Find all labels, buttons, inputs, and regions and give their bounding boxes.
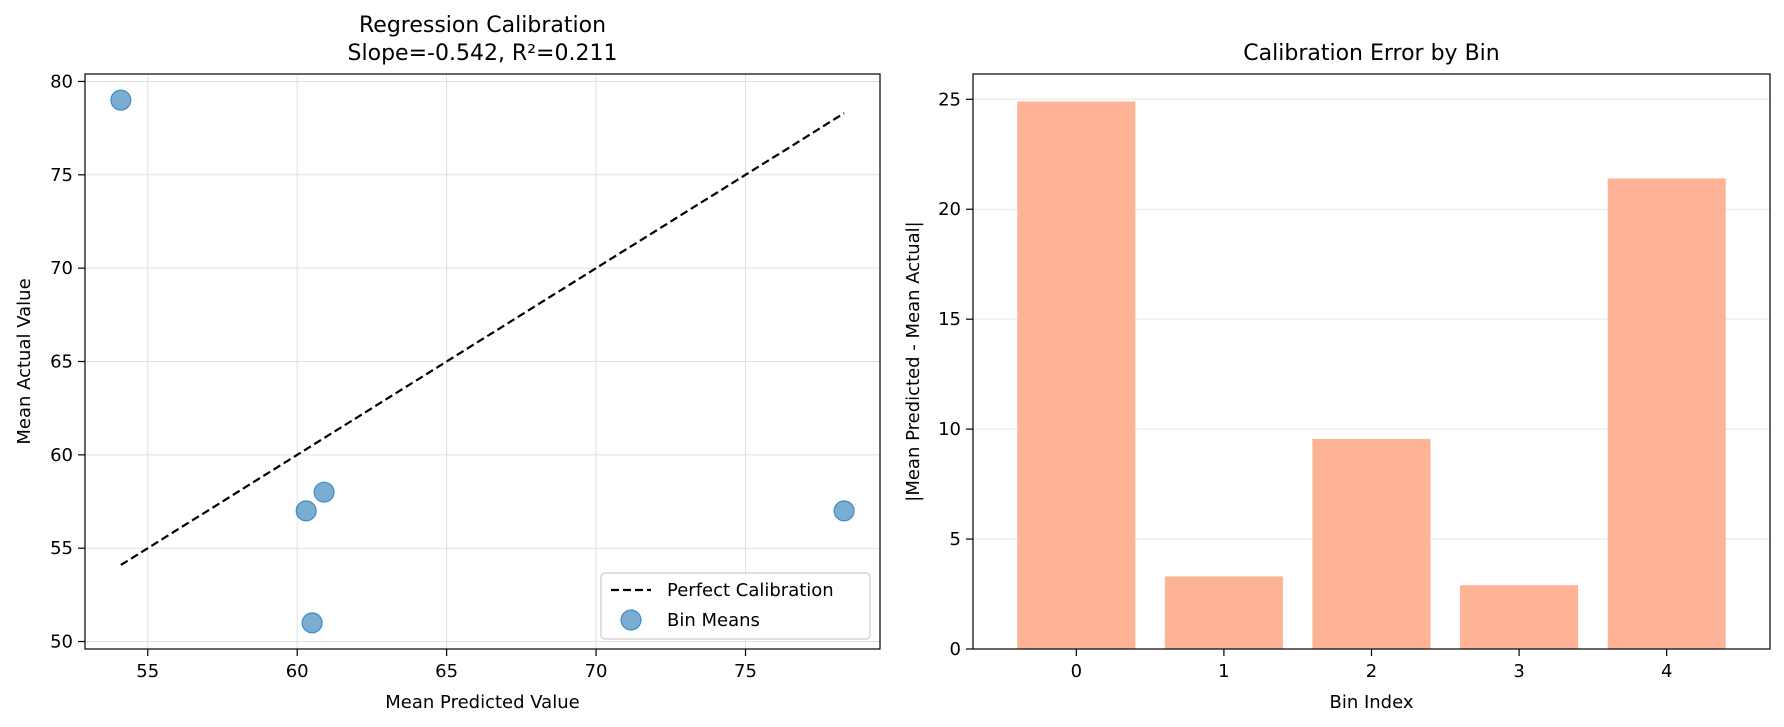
x-tick-label: 65 [435, 661, 458, 682]
x-ticks: 0 1 2 3 4 [1071, 649, 1672, 682]
x-axis-label: Bin Index [1329, 692, 1413, 713]
x-tick-label: 4 [1661, 661, 1672, 682]
y-tick-label: 80 [50, 71, 73, 92]
chart-title: Calibration Error by Bin [1243, 41, 1499, 66]
y-tick-label: 10 [938, 419, 961, 440]
y-tick-label: 15 [938, 309, 961, 330]
legend-swatch-bin-means [620, 609, 642, 631]
y-tick-label: 75 [50, 165, 73, 186]
y-axis-label: |Mean Predicted - Mean Actual| [903, 221, 924, 502]
y-ticks: 0 5 10 15 20 25 [938, 89, 973, 660]
y-ticks: 50 55 60 65 70 75 80 [50, 71, 85, 653]
y-tick-label: 5 [950, 529, 961, 550]
y-tick-label: 65 [50, 352, 73, 373]
bin-mean-point [295, 500, 317, 522]
y-tick-label: 60 [50, 445, 73, 466]
x-axis-label: Mean Predicted Value [385, 692, 579, 713]
x-tick-label: 2 [1366, 661, 1377, 682]
x-tick-label: 75 [734, 661, 757, 682]
chart-subtitle: Slope=-0.542, R²=0.211 [348, 41, 618, 66]
chart-title: Regression Calibration [359, 13, 606, 38]
bin-mean-point [110, 89, 132, 111]
x-tick-label: 3 [1513, 661, 1524, 682]
x-tick-label: 55 [136, 661, 159, 682]
y-tick-label: 50 [50, 632, 73, 653]
bars-layer [1017, 101, 1726, 650]
bar-bin-4 [1607, 178, 1726, 650]
x-tick-label: 0 [1071, 661, 1082, 682]
series-layer [110, 89, 855, 634]
bar-bin-3 [1460, 585, 1579, 649]
y-axis-label: Mean Actual Value [14, 278, 35, 444]
y-tick-label: 20 [938, 199, 961, 220]
bin-mean-point [301, 612, 323, 634]
bar-bin-1 [1164, 576, 1283, 649]
x-tick-label: 60 [286, 661, 309, 682]
legend: Perfect Calibration Bin Means [600, 572, 871, 640]
y-tick-label: 70 [50, 258, 73, 279]
x-ticks: 55 60 65 70 75 [136, 649, 757, 682]
legend-label-bin-means: Bin Means [667, 610, 760, 631]
calibration-error-bar-chart: 0 1 2 3 4 0 5 10 15 20 25 Calibration Error by Bi… [903, 41, 1771, 713]
bar-bin-0 [1017, 101, 1136, 649]
calibration-scatter-chart: 55 60 65 70 75 50 55 60 65 70 75 80 Regression Cal… [14, 13, 881, 713]
legend-box [600, 572, 871, 640]
y-tick-label: 0 [950, 639, 961, 660]
bin-mean-point [833, 500, 855, 522]
legend-label-perfect-calibration: Perfect Calibration [667, 580, 834, 601]
y-tick-label: 55 [50, 538, 73, 559]
y-tick-label: 25 [938, 89, 961, 110]
bar-bin-2 [1312, 439, 1431, 649]
perfect-calibration-line [120, 112, 845, 566]
x-tick-label: 70 [585, 661, 608, 682]
x-tick-label: 1 [1218, 661, 1229, 682]
bin-mean-point [313, 481, 335, 503]
